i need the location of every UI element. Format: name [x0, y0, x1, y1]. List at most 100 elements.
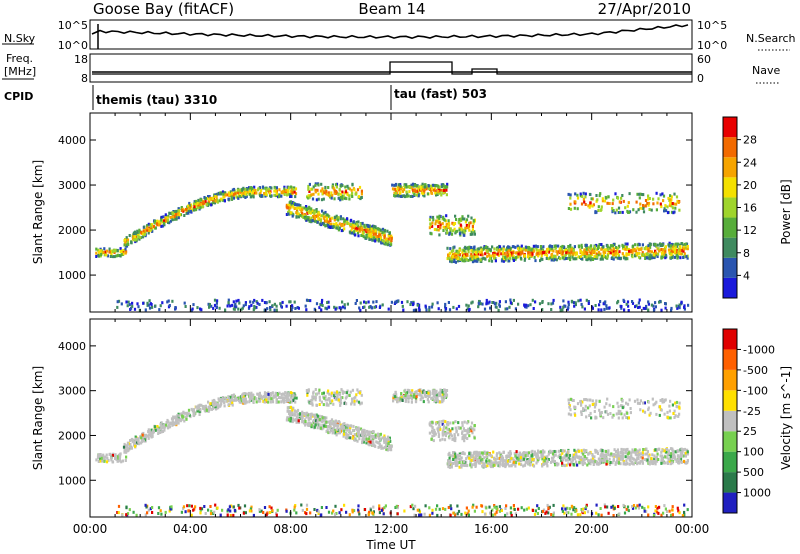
echo-cell	[427, 184, 430, 188]
echo-cell	[339, 401, 343, 405]
echo-cell	[259, 191, 262, 195]
echo-cell	[246, 190, 249, 194]
echo-cell	[451, 437, 454, 441]
echo-cell	[335, 222, 338, 225]
echo-cell	[353, 233, 357, 237]
echo-cell	[339, 403, 342, 407]
colorbar-tick-label: 12	[743, 224, 757, 237]
echo-cell	[667, 196, 670, 200]
echo-cell	[587, 302, 590, 305]
echo-cell	[352, 428, 355, 432]
echo-cell	[354, 192, 357, 196]
echo-cell	[620, 447, 623, 451]
echo-cell	[675, 253, 679, 257]
echo-cell	[200, 203, 203, 207]
echo-cell	[589, 258, 592, 262]
echo-cell	[405, 183, 408, 187]
echo-cell	[332, 421, 335, 425]
echo-cell	[111, 453, 114, 457]
echo-cell	[267, 392, 270, 396]
colorbar-segment	[723, 117, 737, 138]
echo-cell	[635, 252, 638, 256]
echo-cell	[551, 450, 555, 454]
echo-cell	[602, 253, 605, 257]
echo-cell	[448, 222, 451, 226]
echo-cell	[561, 248, 564, 252]
echo-cell	[639, 192, 642, 196]
echo-cell	[318, 395, 321, 399]
echo-cell	[365, 437, 368, 441]
echo-cell	[306, 393, 309, 397]
echo-cell	[444, 434, 447, 438]
echo-cell	[445, 193, 448, 197]
echo-cell	[330, 428, 333, 432]
echo-cell	[187, 204, 190, 208]
power-colorbar-label: Power [dB]	[779, 179, 793, 244]
echo-cell	[237, 307, 240, 311]
echo-cell	[367, 230, 370, 234]
echo-cell	[442, 398, 445, 402]
echo-cell	[116, 305, 119, 309]
echo-cell	[612, 257, 615, 261]
echo-cell	[200, 198, 203, 202]
echo-cell	[386, 237, 389, 241]
echo-cell	[199, 206, 202, 210]
echo-cell	[174, 306, 177, 309]
echo-cell	[447, 254, 450, 258]
colorbar-tick-label: 28	[743, 134, 757, 147]
echo-cell	[455, 429, 458, 433]
echo-cell	[340, 388, 343, 392]
echo-cell	[423, 187, 426, 191]
echo-cell	[562, 245, 566, 249]
echo-cell	[536, 251, 539, 255]
echo-cell	[367, 442, 370, 446]
echo-cell	[286, 398, 289, 402]
echo-cell	[615, 248, 619, 252]
echo-cell	[309, 211, 312, 215]
echo-cell	[349, 223, 353, 227]
echo-cell	[664, 306, 667, 310]
echo-cell	[451, 229, 454, 233]
echo-cell	[316, 418, 319, 422]
echo-cell	[287, 186, 290, 190]
echo-cell	[142, 431, 145, 435]
echo-cell	[314, 190, 317, 194]
echo-cell	[575, 251, 578, 255]
echo-cell	[354, 226, 357, 230]
echo-cell	[149, 302, 152, 306]
echo-cell	[315, 392, 318, 396]
echo-cell	[164, 220, 167, 223]
echo-cell	[431, 302, 434, 306]
echo-cell	[251, 194, 254, 198]
echo-cell	[510, 251, 513, 255]
echo-cell	[670, 249, 673, 253]
echo-cell	[229, 304, 232, 308]
echo-cell	[207, 409, 210, 413]
echo-cell	[449, 429, 452, 433]
echo-cell	[339, 427, 342, 431]
echo-cell	[536, 245, 539, 249]
echo-cell	[452, 246, 455, 250]
echo-cell	[685, 242, 688, 246]
echo-cell	[249, 396, 252, 400]
echo-cell	[351, 231, 354, 235]
colorbar-tick-label: 8	[743, 247, 750, 260]
echo-cell	[664, 253, 668, 257]
echo-cell	[310, 398, 313, 402]
echo-cell	[159, 427, 162, 431]
echo-cell	[489, 248, 492, 252]
echo-cell	[579, 194, 582, 198]
echo-cell	[414, 390, 417, 394]
echo-cell	[559, 308, 562, 312]
echo-cell	[437, 225, 440, 228]
echo-cell	[597, 250, 601, 254]
echo-cell	[207, 400, 210, 404]
echo-cell	[97, 250, 101, 254]
echo-cell	[454, 260, 457, 264]
echo-cell	[235, 299, 238, 303]
echo-cell	[229, 398, 232, 402]
echo-cell	[589, 459, 592, 463]
echo-cell	[541, 457, 544, 461]
echo-cell	[215, 402, 218, 406]
echo-cell	[660, 248, 663, 251]
